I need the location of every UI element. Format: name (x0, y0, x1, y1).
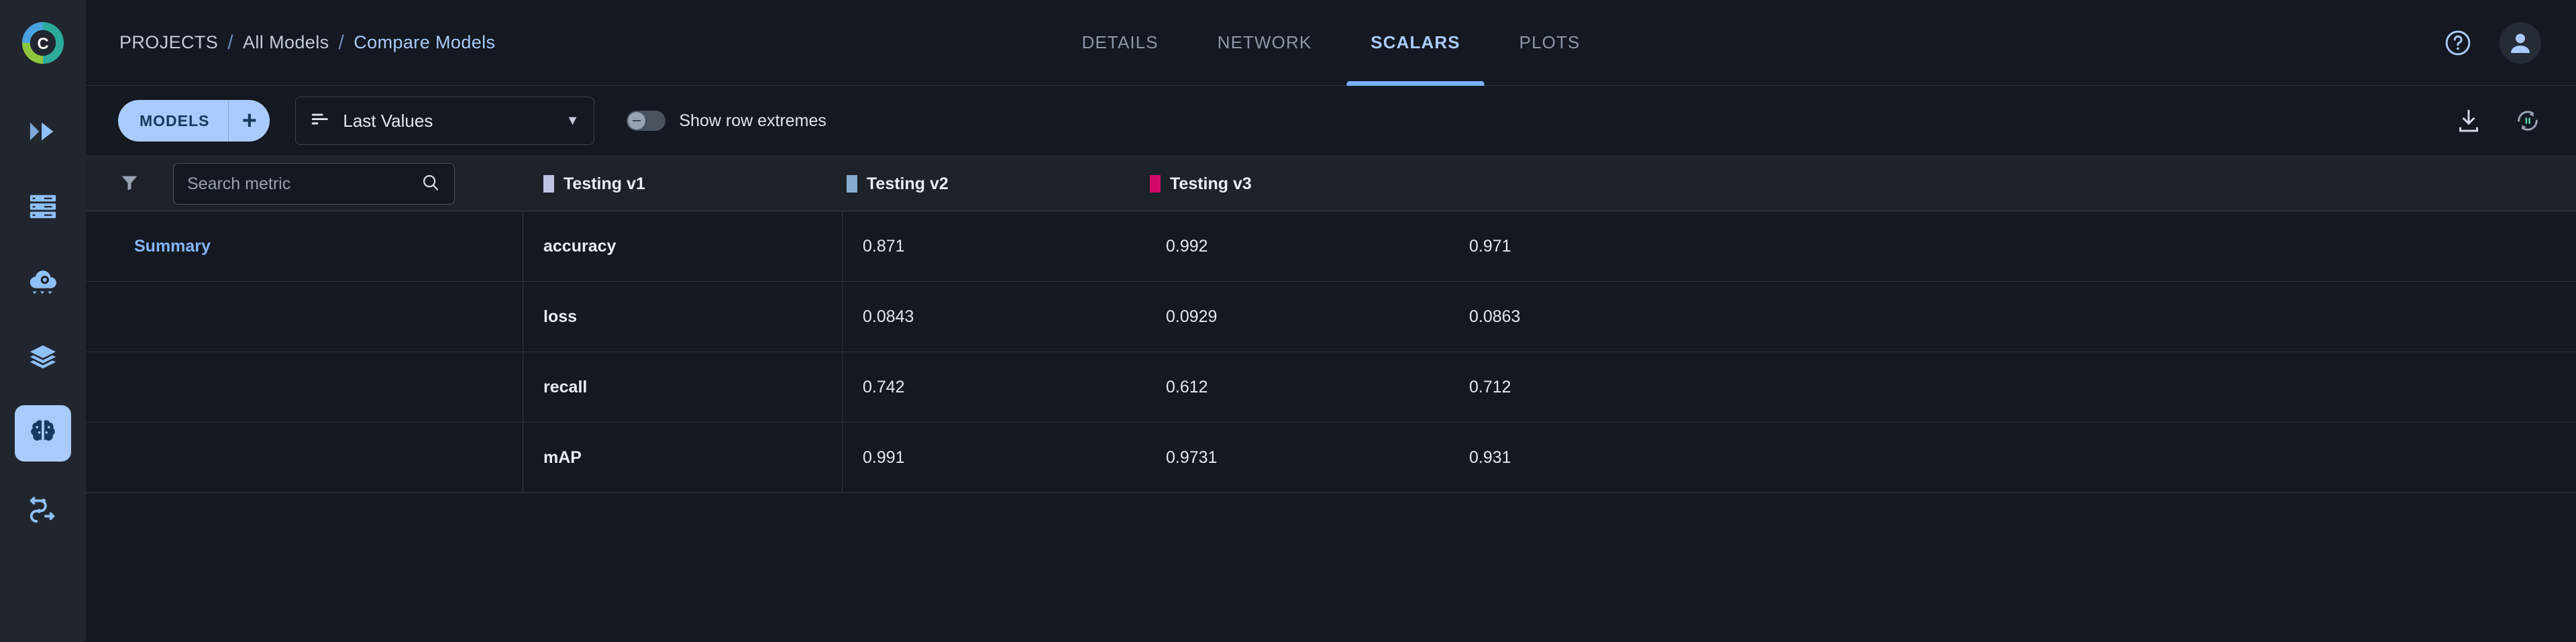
metric-value: 0.931 (1469, 447, 1511, 467)
metric-value: 0.871 (863, 236, 905, 256)
search-input-placeholder: Search metric (187, 174, 291, 193)
tab-network[interactable]: NETWORK (1217, 32, 1312, 52)
search-input[interactable]: Search metric (173, 163, 455, 205)
metric-value: 0.712 (1469, 377, 1511, 396)
cloud-gear-icon (28, 266, 58, 301)
metric-name: recall (523, 352, 843, 422)
group-label-empty (86, 423, 523, 492)
tab-plots[interactable]: PLOTS (1519, 32, 1580, 52)
models-button-group[interactable]: MODELS + (118, 100, 270, 142)
breadcrumb-separator: / (227, 31, 233, 54)
sort-list-icon (311, 111, 331, 131)
main-content: PROJECTS / All Models / Compare Models D… (86, 0, 2576, 642)
sidebar-item-datasets[interactable] (15, 180, 71, 236)
avatar[interactable] (2500, 21, 2541, 64)
search-icon[interactable] (421, 172, 441, 196)
metric-name: loss (523, 282, 843, 352)
scalars-table: Search metric Testing v1 Testing v2 (86, 156, 2576, 642)
metric-value: 0.992 (1166, 236, 1208, 256)
layers-icon (28, 341, 58, 376)
tab-scalars[interactable]: SCALARS (1341, 0, 1489, 86)
table-empty-area (86, 493, 2576, 642)
metric-search-header: Search metric (173, 156, 523, 211)
clearml-logo[interactable]: C (0, 0, 86, 86)
toggle-switch[interactable] (627, 111, 666, 131)
table-body: Summary accuracy 0.871 0.992 0.971 loss … (86, 211, 2576, 493)
toolbar: MODELS + Last Values ▼ Show ro (86, 86, 2576, 156)
toggle-knob (628, 112, 646, 129)
server-rack-icon (28, 191, 58, 225)
table-row[interactable]: loss 0.0843 0.0929 0.0863 (86, 282, 2576, 352)
add-model-button[interactable]: + (228, 100, 270, 142)
metric-name: accuracy (523, 211, 843, 281)
sidebar-item-models[interactable] (15, 405, 71, 462)
column-header-testing-v2[interactable]: Testing v2 (826, 156, 1130, 211)
models-button[interactable]: MODELS (140, 112, 210, 129)
brain-icon (28, 417, 58, 451)
group-label-empty (86, 282, 523, 352)
toolbar-actions (2455, 107, 2541, 134)
metric-value: 0.971 (1469, 236, 1511, 256)
sidebar-item-layers[interactable] (15, 330, 71, 386)
column-header-testing-v1[interactable]: Testing v1 (523, 156, 826, 211)
row-spacer (1752, 211, 2576, 281)
column-header-label: Testing v3 (1170, 174, 1252, 193)
auto-refresh-pause-icon[interactable] (2514, 107, 2541, 134)
fast-forward-icon (28, 116, 58, 150)
help-circle-icon[interactable] (2443, 28, 2473, 58)
top-bar: PROJECTS / All Models / Compare Models D… (86, 0, 2576, 86)
value-mode-select[interactable]: Last Values ▼ (295, 97, 595, 145)
metric-value: 0.742 (863, 377, 905, 396)
group-label-empty (86, 352, 523, 422)
download-icon[interactable] (2455, 107, 2482, 134)
header-spacer (1433, 156, 2576, 211)
value-mode-label: Last Values (343, 110, 433, 131)
row-spacer (1752, 282, 2576, 352)
table-row[interactable]: recall 0.742 0.612 0.712 (86, 352, 2576, 423)
metric-value: 0.0929 (1166, 307, 1218, 326)
filter-column-header (86, 156, 173, 211)
table-row[interactable]: Summary accuracy 0.871 0.992 0.971 (86, 211, 2576, 282)
breadcrumb: PROJECTS / All Models / Compare Models (119, 32, 495, 54)
sidebar-item-orchestration[interactable] (15, 255, 71, 311)
group-label[interactable]: Summary (86, 211, 523, 281)
breadcrumb-item-projects[interactable]: PROJECTS (119, 32, 219, 52)
svg-text:C: C (37, 36, 48, 53)
top-bar-actions (2443, 21, 2541, 64)
column-header-label: Testing v1 (564, 174, 645, 193)
pipeline-route-icon (28, 492, 58, 526)
row-spacer (1752, 423, 2576, 492)
column-header-testing-v3[interactable]: Testing v3 (1130, 156, 1433, 211)
funnel-filter-icon[interactable] (119, 172, 140, 196)
chevron-down-icon: ▼ (566, 113, 580, 128)
show-row-extremes-toggle[interactable]: Show row extremes (627, 111, 826, 131)
show-row-extremes-label: Show row extremes (679, 111, 826, 130)
tab-details[interactable]: DETAILS (1081, 32, 1159, 52)
metric-name: mAP (523, 423, 843, 492)
color-swatch (1150, 175, 1161, 193)
metric-value: 0.9731 (1166, 447, 1218, 467)
sidebar-item-pipelines[interactable] (15, 105, 71, 161)
sidebar: C (0, 0, 86, 642)
tab-bar: DETAILS NETWORK SCALARS PLOTS (1053, 0, 1610, 86)
metric-value: 0.0843 (863, 307, 914, 326)
breadcrumb-separator: / (338, 31, 345, 54)
metric-value: 0.612 (1166, 377, 1208, 396)
color-swatch (543, 175, 554, 193)
breadcrumb-item-all-models[interactable]: All Models (242, 32, 329, 52)
column-header-label: Testing v2 (867, 174, 949, 193)
table-row[interactable]: mAP 0.991 0.9731 0.931 (86, 423, 2576, 493)
sidebar-item-workflows[interactable] (15, 480, 71, 537)
color-swatch (847, 175, 857, 193)
metric-value: 0.991 (863, 447, 905, 467)
breadcrumb-item-compare-models[interactable]: Compare Models (354, 32, 496, 52)
row-spacer (1752, 352, 2576, 422)
metric-value: 0.0863 (1469, 307, 1521, 326)
table-header-row: Search metric Testing v1 Testing v2 (86, 156, 2576, 211)
